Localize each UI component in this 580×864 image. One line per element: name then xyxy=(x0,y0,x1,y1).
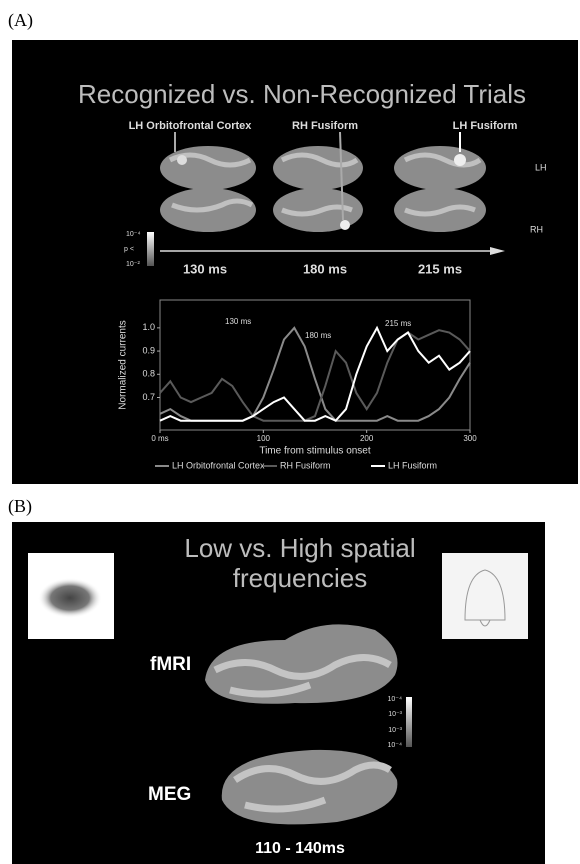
time-window: 110 - 140ms xyxy=(255,840,345,857)
x-tick-label: 300 xyxy=(463,434,477,443)
colorbar xyxy=(406,697,412,747)
legend-label: LH Orbitofrontal Cortex xyxy=(172,460,265,470)
annotation: 180 ms xyxy=(305,331,331,340)
panel-title: Low vs. High spatial xyxy=(184,533,415,563)
colorbar-label: 10⁻² xyxy=(126,261,140,268)
legend-label: LH Fusiform xyxy=(388,460,437,470)
time-label: 130 ms xyxy=(183,261,227,276)
figure: (A) Recognized vs. Non-Recognized Trials… xyxy=(0,0,580,864)
colorbar-label: 10⁻⁴ xyxy=(388,696,403,703)
y-tick-label: 0.8 xyxy=(142,369,155,379)
region-label: LH Fusiform xyxy=(453,120,518,132)
colorbar-label: p < xyxy=(124,246,134,253)
hemisphere-label: LH xyxy=(535,162,547,172)
panel-label: (B) xyxy=(8,496,32,517)
legend-label: RH Fusiform xyxy=(280,460,331,470)
y-tick-label: 0.9 xyxy=(142,345,155,355)
panel-title: frequencies xyxy=(233,563,367,593)
x-tick-label: 200 xyxy=(360,434,374,443)
y-tick-label: 1.0 xyxy=(142,322,155,332)
colorbar xyxy=(147,232,154,266)
x-tick-label: 0 ms xyxy=(151,434,168,443)
annotation: 130 ms xyxy=(225,317,251,326)
region-label: LH Orbitofrontal Cortex xyxy=(129,120,253,132)
annotation: 215 ms xyxy=(385,319,411,328)
horse-blur xyxy=(38,578,102,618)
method-label: MEG xyxy=(148,784,191,805)
panel-label: (A) xyxy=(8,10,33,31)
colorbar-label: 10⁻⁴ xyxy=(126,231,141,238)
y-axis-label: Normalized currents xyxy=(118,320,129,409)
colorbar-label: 10⁻⁴ xyxy=(388,742,403,749)
colorbar-label: 10⁻³ xyxy=(388,727,402,734)
hemisphere-label: RH xyxy=(530,224,543,234)
x-axis-label: Time from stimulus onset xyxy=(259,446,371,457)
brain-images xyxy=(160,132,486,232)
panel-title: Recognized vs. Non-Recognized Trials xyxy=(78,79,526,109)
colorbar-label: 10⁻³ xyxy=(388,711,402,718)
time-label: 180 ms xyxy=(303,261,347,276)
method-label: fMRI xyxy=(150,654,191,675)
x-tick-label: 100 xyxy=(257,434,271,443)
y-tick-label: 0.7 xyxy=(142,392,155,402)
region-label: RH Fusiform xyxy=(292,120,358,132)
time-label: 215 ms xyxy=(418,261,462,276)
